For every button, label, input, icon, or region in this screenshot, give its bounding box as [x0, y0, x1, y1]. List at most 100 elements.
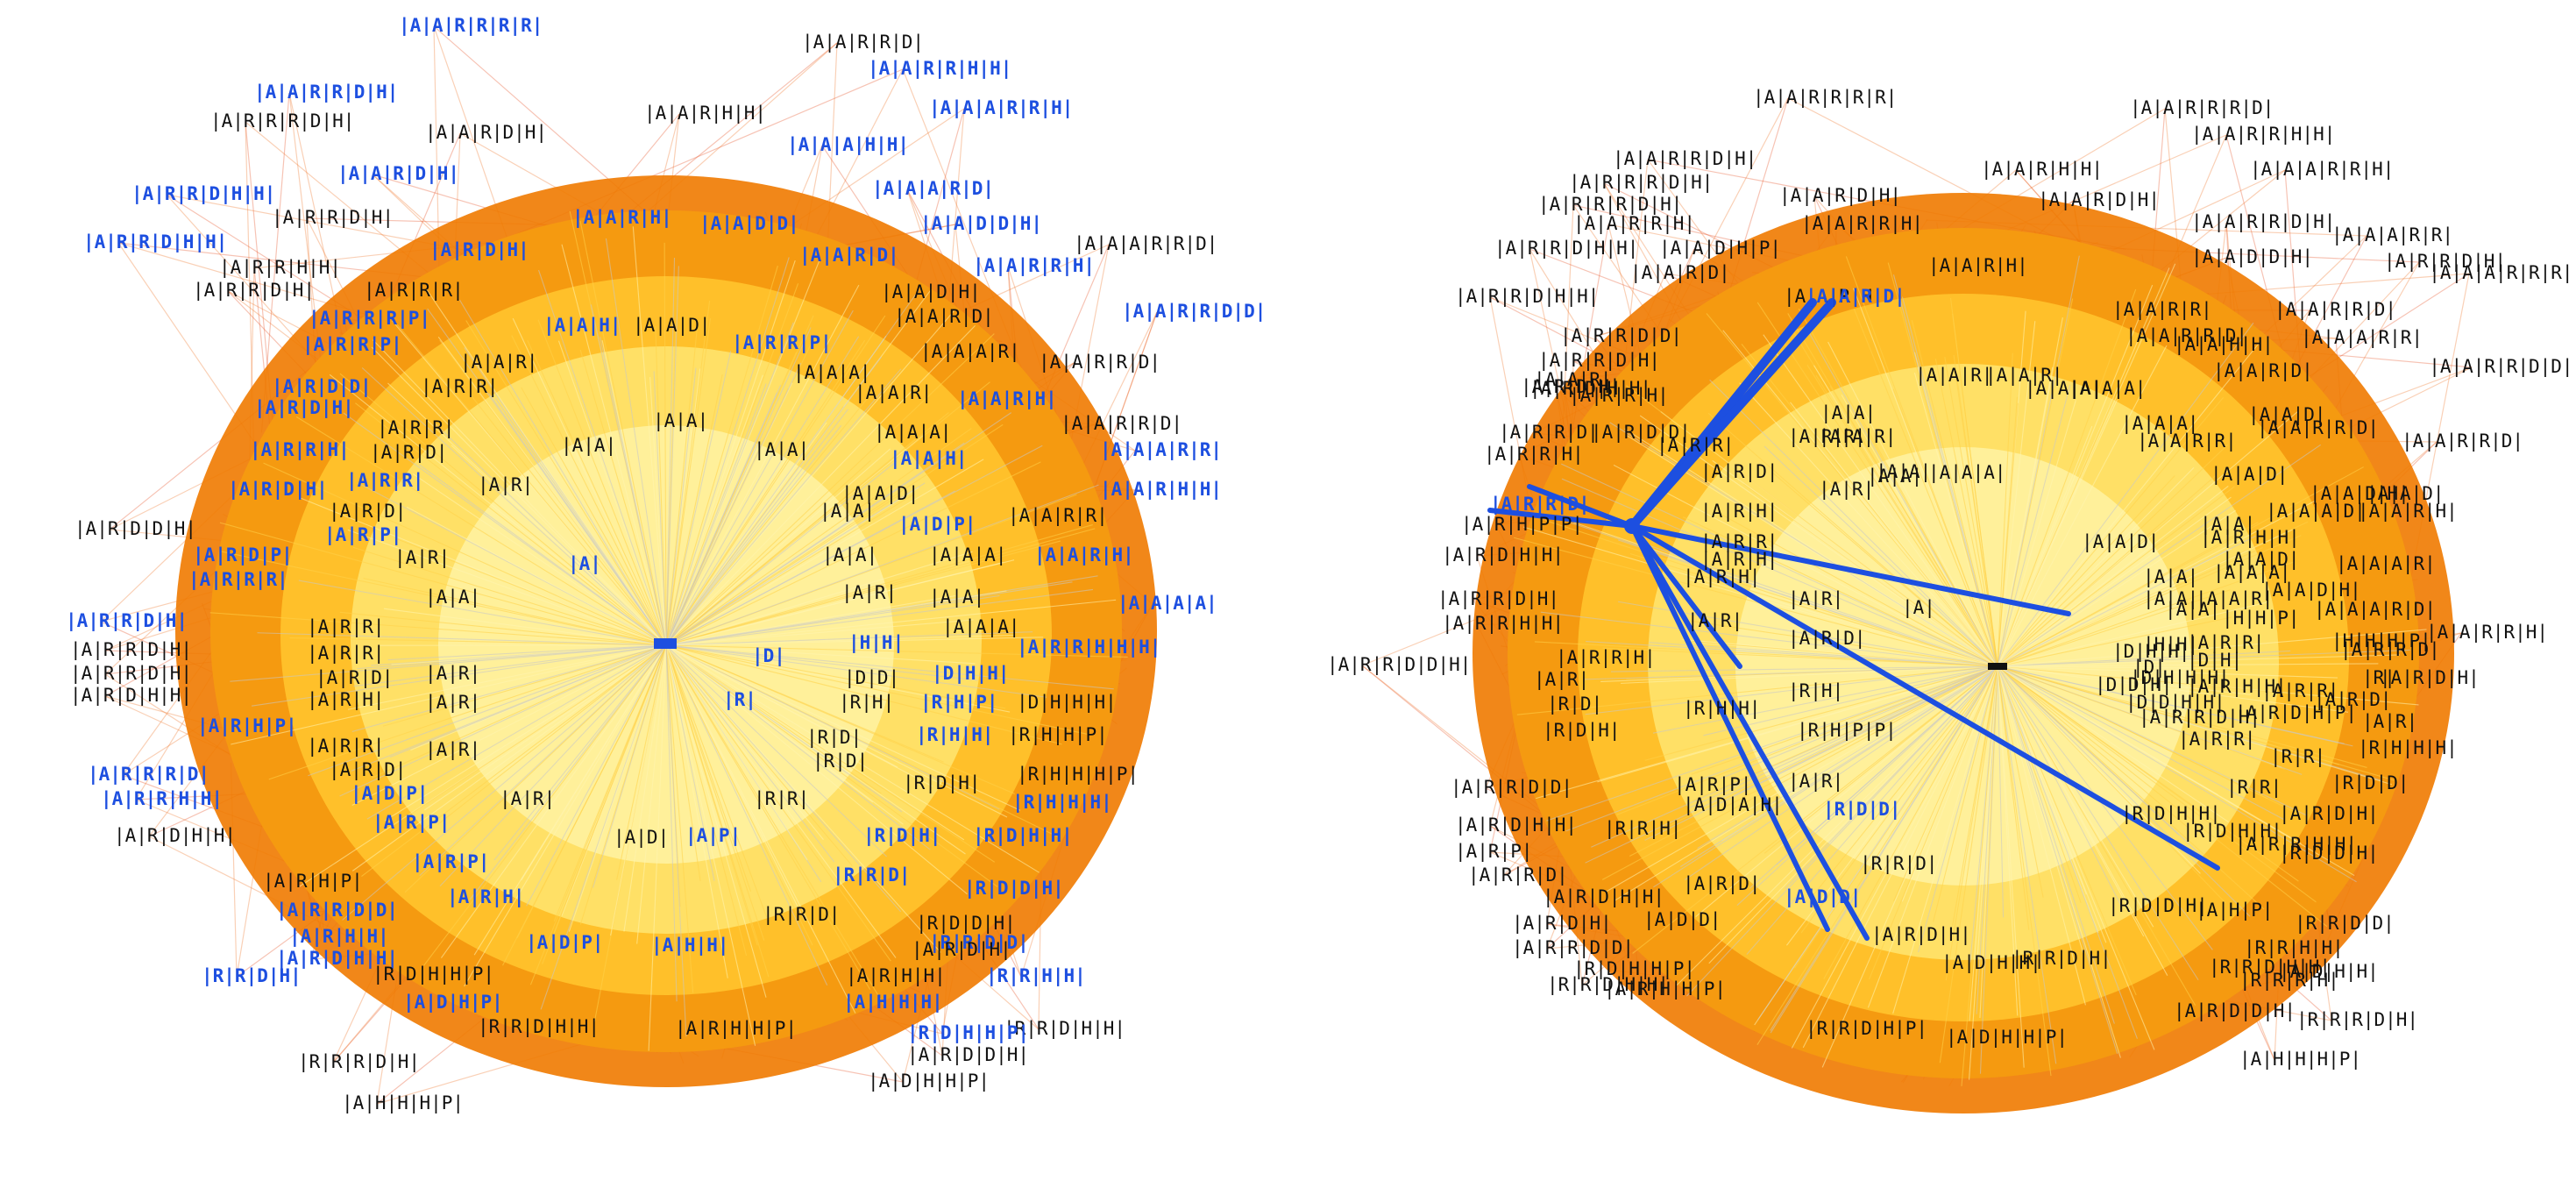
node-label: |A|A| — [561, 435, 616, 457]
node-label: |A|A|A|A| — [1118, 593, 1217, 615]
edge — [1997, 665, 2086, 1006]
edge — [1997, 410, 2299, 667]
node-label: |R|H|P|P| — [1797, 720, 1897, 742]
edge — [665, 644, 1008, 818]
node-label: |A|H|P| — [2196, 900, 2274, 921]
edge — [1733, 665, 1998, 797]
node-label: |A|R|D|H| — [1512, 913, 1612, 935]
edge — [458, 299, 667, 646]
node-label: |A|R|H|P|P| — [1461, 514, 1583, 536]
edge — [665, 257, 790, 646]
node-label: |A|D|P| — [898, 514, 976, 536]
edge — [355, 402, 667, 646]
edge — [636, 644, 667, 944]
edge — [493, 644, 667, 861]
node-label: |A|R| — [394, 547, 450, 569]
edge — [1514, 537, 1998, 667]
node-label: |A|A|R|R|H| — [1573, 213, 1695, 235]
edge — [665, 283, 799, 646]
node-label: |R|H|H|P| — [1008, 724, 1108, 746]
node-label: |A|A|A|R|R|H| — [2250, 159, 2394, 181]
edge — [434, 423, 667, 646]
edge — [1997, 665, 2213, 866]
node-label: |A|R| — [1687, 610, 1742, 632]
edge — [665, 644, 1062, 745]
edge — [1945, 665, 1998, 981]
edge — [665, 644, 978, 681]
edge — [1561, 463, 1998, 667]
edge — [665, 260, 796, 646]
node-label: |A|A| — [2143, 566, 2198, 588]
edge — [665, 644, 998, 887]
node-label: |A|R| — [2362, 711, 2417, 733]
node-label: |A|R|R|R|D|H| — [1538, 194, 1682, 216]
edge — [1649, 642, 1998, 667]
edge — [665, 374, 723, 646]
node-label: |A|D|H|H| — [2279, 961, 2379, 983]
edge — [511, 335, 667, 646]
node-label: |A|R|R| — [307, 736, 385, 758]
node-label: |A|D| — [614, 827, 669, 849]
node-label: |A|A|H| — [890, 448, 968, 470]
edge — [1707, 412, 1998, 667]
edge — [268, 644, 667, 780]
node-label: |A|R| — [1788, 771, 1843, 793]
node-label: |A|A| — [754, 439, 809, 461]
node-label: |R|H| — [1788, 680, 1843, 702]
edge — [308, 644, 667, 777]
node-label: |A|R|R|D|H| — [1437, 588, 1559, 610]
node-label: |A|R|R|D|H| — [193, 280, 315, 302]
edge — [1892, 665, 1998, 902]
node-label: |A|R|R| — [307, 616, 385, 638]
node-label: |A|R|D|D|H| — [907, 1044, 1029, 1066]
highlight-edge — [1629, 523, 2071, 616]
edge — [665, 644, 931, 850]
node-label: |A|R|R|D| — [1468, 864, 1568, 886]
edge — [665, 644, 966, 855]
edge — [665, 644, 835, 863]
edge — [1997, 665, 2285, 821]
node-label: |A|R|D|H| — [2380, 667, 2480, 689]
edge — [410, 644, 667, 751]
node-label: |A|R|R| — [1788, 426, 1866, 448]
node-label: |A|R|H| — [447, 886, 525, 908]
edge — [1683, 619, 1998, 667]
edge — [1845, 256, 1998, 667]
edge — [521, 387, 667, 646]
highlight-edge — [1487, 508, 1635, 529]
node-label: |A|R|R| — [1657, 435, 1735, 457]
node-label: |A|A|A|R|R|D| — [1074, 233, 1217, 255]
node-label: |A|D|H|H|P| — [1946, 1027, 2068, 1049]
node-label: |R|H|H|H| — [2358, 737, 2458, 759]
edge — [665, 644, 756, 1046]
edge — [1997, 665, 2030, 930]
edge — [1561, 478, 1998, 667]
node-label: |R|D|H| — [903, 772, 981, 794]
edge — [1686, 665, 1998, 997]
node-label: |R|R|D|D| — [929, 932, 1029, 954]
edge — [665, 644, 1114, 690]
node-label: |A|A|D|H| — [2261, 580, 2361, 601]
edge — [648, 644, 667, 1051]
node-label: |R|H|H|H| — [1012, 792, 1112, 814]
node-label: |A|R|D|P| — [193, 544, 293, 566]
node-label: |A|R|H|H| — [289, 926, 389, 948]
edge — [1853, 309, 1998, 667]
node-label: |A|R|R|D|H|H| — [131, 183, 275, 205]
node-label: |A|A|A| — [1928, 462, 2006, 484]
node-label: |A|A|R| — [2196, 588, 2274, 610]
edge — [397, 538, 667, 646]
node-label: |A| — [568, 553, 601, 575]
edge — [387, 644, 667, 661]
node-label: |D|D|H|H| — [2125, 692, 2225, 714]
node-label: |R|R|D|H| — [202, 965, 302, 987]
edge — [1546, 665, 1998, 822]
node-label: |A|A|D| — [2211, 464, 2289, 486]
node-label: |A|A|R|H| — [572, 207, 672, 229]
node-label: |R|R|D|D| — [2295, 913, 2395, 935]
edge — [579, 220, 667, 646]
edge — [252, 644, 667, 707]
node-label: |R|R|D|H|H| — [478, 1016, 600, 1038]
node-label: |A|A|A|R| — [2336, 553, 2436, 575]
edge — [665, 644, 768, 918]
